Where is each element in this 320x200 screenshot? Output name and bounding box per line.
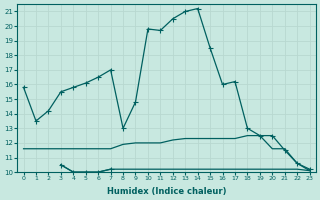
X-axis label: Humidex (Indice chaleur): Humidex (Indice chaleur) <box>107 187 226 196</box>
